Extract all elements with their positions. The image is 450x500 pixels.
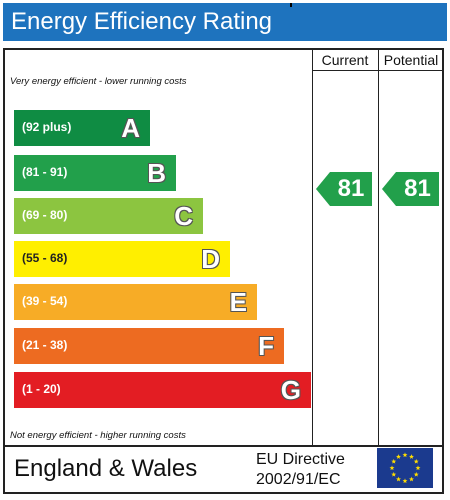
potential-rating-arrow: 81 xyxy=(382,172,439,206)
column-header-divider xyxy=(312,70,444,71)
band-letter: G xyxy=(280,375,301,405)
potential-arrow-body xyxy=(396,172,439,206)
band-letter: D xyxy=(201,244,220,274)
eu-flag-stars xyxy=(389,452,421,484)
eu-flag-icon xyxy=(377,448,433,488)
band-range-label: (21 - 38) xyxy=(22,338,68,352)
directive-line-2: 2002/91/EC xyxy=(256,471,341,488)
current-arrow-tip xyxy=(316,172,330,206)
eu-star xyxy=(413,471,419,477)
current-column-header: Current xyxy=(321,52,369,68)
rating-chart-frame xyxy=(3,48,444,494)
rating-band-f: (21 - 38) F xyxy=(14,328,284,364)
potential-rating-value: 81 xyxy=(404,175,431,202)
bottom-note: Not energy efficient - higher running co… xyxy=(10,430,186,441)
rating-band-g: (1 - 20) G xyxy=(14,372,311,408)
band-range-label: (55 - 68) xyxy=(22,251,68,265)
eu-star xyxy=(415,465,421,471)
band-letter: B xyxy=(147,158,166,188)
eu-star xyxy=(402,452,408,458)
rating-band-e: (39 - 54) E xyxy=(14,284,257,320)
band-letter: A xyxy=(121,113,140,143)
country-label: England & Wales xyxy=(14,455,198,482)
eu-star xyxy=(409,454,414,459)
band-range-label: (81 - 91) xyxy=(22,165,68,179)
current-rating-arrow: 81 xyxy=(316,172,372,206)
eu-star xyxy=(409,476,414,482)
current-column-divider xyxy=(312,48,313,446)
band-range-label: (1 - 20) xyxy=(22,382,61,396)
band-range-label: (69 - 80) xyxy=(22,208,68,222)
title-bar: Energy Efficiency Rating xyxy=(3,3,447,41)
eu-star xyxy=(413,458,419,464)
rating-band-b: (81 - 91) B xyxy=(14,155,176,191)
band-letter: F xyxy=(258,331,274,361)
eu-star xyxy=(389,465,395,471)
eu-star xyxy=(396,454,401,459)
footer-divider xyxy=(3,445,444,447)
rating-band-a: (92 plus) A xyxy=(14,110,150,146)
band-range-label: (39 - 54) xyxy=(22,294,68,308)
directive-line-1: EU Directive xyxy=(256,451,345,468)
band-letter: C xyxy=(174,201,193,231)
eu-star xyxy=(391,471,397,477)
eu-star xyxy=(402,478,408,484)
potential-arrow-tip xyxy=(382,172,396,206)
eu-star xyxy=(396,476,401,482)
eu-directive: EU Directive 2002/91/EC xyxy=(256,450,345,490)
band-letter: E xyxy=(229,287,247,317)
current-arrow-body xyxy=(330,172,372,206)
page-title: Energy Efficiency Rating xyxy=(11,8,273,35)
top-note: Very energy efficient - lower running co… xyxy=(10,76,187,87)
eu-star xyxy=(391,458,397,464)
potential-column-header: Potential xyxy=(383,52,439,68)
band-range-label: (92 plus) xyxy=(22,120,72,134)
potential-column-divider xyxy=(378,48,379,446)
rating-band-c: (69 - 80) C xyxy=(14,198,203,234)
current-rating-value: 81 xyxy=(337,175,365,202)
rating-band-d: (55 - 68) D xyxy=(14,241,230,277)
title-tick-mark xyxy=(290,3,292,7)
